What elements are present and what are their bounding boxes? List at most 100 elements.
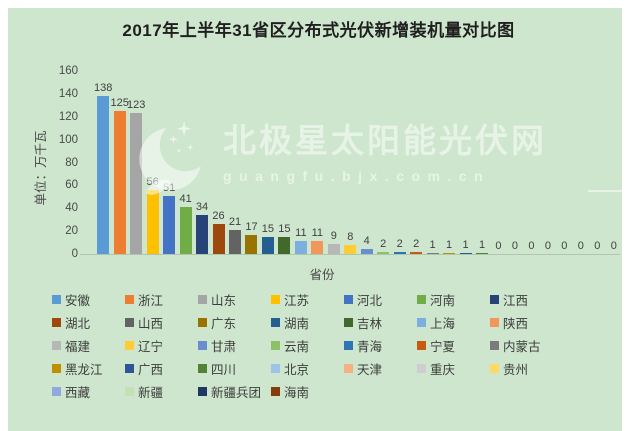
legend-label: 云南 bbox=[284, 339, 310, 354]
legend-label: 安徽 bbox=[65, 293, 91, 308]
bar-value-label: 26 bbox=[212, 210, 225, 223]
bar-value-label: 11 bbox=[311, 227, 324, 240]
bar-2 bbox=[113, 111, 126, 254]
legend-label: 湖北 bbox=[65, 316, 91, 331]
legend-item-7: 江西 bbox=[490, 291, 563, 308]
legend-label: 上海 bbox=[430, 316, 456, 331]
legend-item-3: 山东 bbox=[198, 291, 271, 308]
legend-label: 青海 bbox=[357, 339, 383, 354]
bar-24 bbox=[476, 252, 489, 255]
legend-label: 天津 bbox=[357, 362, 383, 377]
bar-value-label: 1 bbox=[429, 238, 436, 251]
bar-1 bbox=[97, 96, 110, 254]
legend-swatch-icon bbox=[490, 340, 499, 350]
legend-item-23: 广西 bbox=[125, 360, 198, 377]
legend-item-30: 新疆 bbox=[125, 383, 198, 400]
bar-value-label: 34 bbox=[195, 201, 209, 214]
bar-value-label: 8 bbox=[347, 230, 354, 243]
bar-value-label: 0 bbox=[495, 240, 502, 252]
legend-item-20: 宁夏 bbox=[417, 337, 490, 354]
bar-4 bbox=[146, 189, 159, 254]
legend-label: 四川 bbox=[211, 362, 237, 377]
x-axis-title: 省份 bbox=[309, 268, 335, 282]
bar-8 bbox=[212, 224, 225, 254]
bar-21 bbox=[426, 252, 439, 255]
legend: 安徽 浙江 山东 江苏 河北 河南 江西 湖北 山西 广东 湖南 吉林 上海 陕西 福建 辽宁 甘肃 云南 青海 宁夏… bbox=[52, 291, 563, 400]
legend-item-15: 福建 bbox=[52, 337, 125, 354]
bar-value-label: 2 bbox=[396, 237, 403, 250]
legend-item-4: 江苏 bbox=[271, 291, 344, 308]
bar-value-label: 41 bbox=[179, 193, 192, 206]
y-tick-label: 20 bbox=[65, 225, 78, 238]
bar-7 bbox=[196, 215, 209, 254]
y-tick-label: 80 bbox=[65, 156, 78, 169]
bar-value-label: 0 bbox=[528, 240, 535, 252]
bar-value-label: 138 bbox=[94, 82, 113, 95]
bar-value-label: 17 bbox=[245, 220, 258, 233]
legend-swatch-icon bbox=[271, 317, 280, 327]
y-tick-label: 40 bbox=[65, 202, 78, 215]
legend-item-31: 新疆兵团 bbox=[198, 383, 271, 400]
bar-value-label: 11 bbox=[295, 227, 307, 240]
bar-19 bbox=[393, 251, 406, 254]
legend-swatch-icon bbox=[198, 363, 207, 373]
bar-value-label: 15 bbox=[278, 222, 291, 235]
legend-item-22: 黑龙江 bbox=[52, 360, 125, 377]
bar-14 bbox=[311, 241, 324, 254]
bar-value-label: 1 bbox=[446, 238, 453, 251]
bar-value-label: 2 bbox=[413, 237, 420, 250]
legend-swatch-icon bbox=[125, 317, 134, 327]
legend-label: 河北 bbox=[357, 293, 383, 308]
chart-title: 2017年上半年31省区分布式光伏新增装机量对比图 bbox=[122, 21, 515, 40]
legend-item-5: 河北 bbox=[344, 291, 417, 308]
legend-swatch-icon bbox=[52, 294, 61, 304]
bar-value-label: 15 bbox=[261, 222, 275, 235]
legend-label: 河南 bbox=[430, 293, 456, 308]
legend-swatch-icon bbox=[417, 294, 426, 304]
legend-item-18: 云南 bbox=[271, 337, 344, 354]
bar-5 bbox=[163, 195, 176, 254]
legend-swatch-icon bbox=[490, 317, 499, 327]
y-tick-label: 60 bbox=[65, 179, 78, 192]
legend-label: 黑龙江 bbox=[65, 362, 103, 377]
watermark-dash bbox=[588, 190, 628, 192]
legend-item-11: 湖南 bbox=[271, 314, 344, 331]
legend-item-1: 安徽 bbox=[52, 291, 125, 308]
legend-item-25: 北京 bbox=[271, 360, 344, 377]
legend-label: 吉林 bbox=[357, 316, 383, 331]
bar-value-label: 0 bbox=[594, 240, 601, 252]
legend-item-16: 辽宁 bbox=[125, 337, 198, 354]
bar-value-label: 2 bbox=[380, 237, 387, 250]
bar-3 bbox=[130, 113, 143, 254]
legend-swatch-icon bbox=[344, 340, 353, 350]
legend-swatch-icon bbox=[52, 340, 61, 350]
bar-12 bbox=[278, 236, 291, 254]
legend-swatch-icon bbox=[52, 363, 61, 373]
bar-13 bbox=[294, 241, 307, 254]
bar-value-label: 0 bbox=[561, 240, 568, 252]
legend-swatch-icon bbox=[344, 294, 353, 304]
bar-value-label: 123 bbox=[126, 99, 146, 112]
legend-swatch-icon bbox=[271, 340, 280, 350]
legend-label: 陕西 bbox=[503, 316, 529, 331]
legend-item-14: 陕西 bbox=[490, 314, 563, 331]
legend-swatch-icon bbox=[52, 386, 61, 396]
bar-value-label: 4 bbox=[363, 235, 370, 248]
legend-item-8: 湖北 bbox=[52, 314, 125, 331]
bar-value-label: 21 bbox=[228, 215, 242, 228]
legend-swatch-icon bbox=[417, 340, 426, 350]
bar-20 bbox=[410, 251, 423, 254]
legend-label: 江苏 bbox=[284, 293, 310, 308]
bar-value-label: 0 bbox=[610, 240, 617, 252]
legend-swatch-icon bbox=[271, 386, 280, 396]
legend-label: 贵州 bbox=[503, 362, 529, 377]
legend-item-24: 四川 bbox=[198, 360, 271, 377]
legend-item-26: 天津 bbox=[344, 360, 417, 377]
legend-label: 湖南 bbox=[284, 316, 310, 331]
legend-swatch-icon bbox=[125, 340, 134, 350]
legend-swatch-icon bbox=[198, 386, 207, 396]
y-tick-label: 0 bbox=[71, 248, 78, 260]
bar-23 bbox=[459, 252, 472, 255]
legend-item-28: 贵州 bbox=[490, 360, 563, 377]
legend-label: 重庆 bbox=[430, 362, 456, 377]
